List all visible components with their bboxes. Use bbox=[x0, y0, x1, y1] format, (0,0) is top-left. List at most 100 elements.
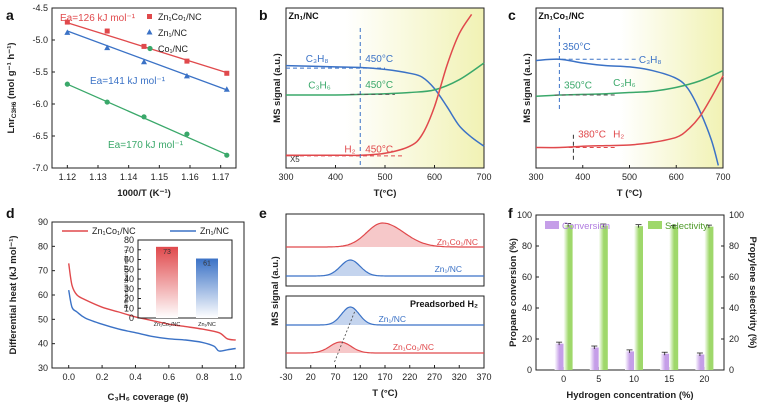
d-inset-ytick-label: 40 bbox=[124, 274, 134, 284]
a-ea-annotation: Ea=126 kJ mol⁻¹ bbox=[60, 13, 136, 24]
c-series-c3h6 bbox=[535, 70, 724, 98]
b-xtick-label: 300 bbox=[278, 172, 293, 182]
f-bar-conversion bbox=[625, 351, 634, 370]
e-xtick-label: 320 bbox=[452, 372, 467, 382]
b-series-c3h6 bbox=[285, 62, 485, 96]
f-bar-selectivity bbox=[563, 225, 573, 370]
b-x-axis-label: T(°C) bbox=[374, 188, 397, 199]
d-inset-ytick-label: 30 bbox=[124, 284, 134, 294]
d-y-axis-label: Differential heat (kJ mol⁻¹) bbox=[8, 235, 19, 354]
f-ytick-label: 20 bbox=[522, 334, 532, 344]
e-shift-guide bbox=[334, 309, 356, 363]
d-inset-ytick-label: 80 bbox=[124, 235, 134, 245]
d-inset-y-label: Differential heat (kJ mol⁻¹) bbox=[124, 249, 130, 308]
a-legend-label: Zn₁/NC bbox=[158, 28, 188, 38]
e-xtick-label: -30 bbox=[279, 372, 292, 382]
panel-label-f: f bbox=[508, 205, 513, 221]
c-label-temp: 380°C bbox=[578, 129, 606, 140]
b-label-c3h8: C₃H₈ bbox=[306, 54, 329, 65]
b-label-temp: 450°C bbox=[365, 54, 393, 65]
b-y-axis-label: MS signal (a.u.) bbox=[272, 53, 283, 123]
a-data-point bbox=[183, 72, 190, 79]
d-x-axis-label: C₃H₆ coverage (θ) bbox=[108, 392, 189, 403]
a-data-point bbox=[224, 152, 230, 158]
e-x-axis-label: T (°C) bbox=[372, 388, 397, 399]
panel-label-b: b bbox=[259, 7, 268, 23]
a-y-axis-label: LnrC3H6 (mol g⁻¹ h⁻¹) bbox=[6, 42, 18, 133]
a-xtick-label: 1.15 bbox=[151, 172, 169, 182]
d-ytick-label: 70 bbox=[38, 266, 48, 276]
panel-b-ms-zn1: 300 400 500 600 700 Zn₁/NC C₃H₈ 450°C C₃H₆ 450°C H… bbox=[272, 7, 492, 199]
f-right-ytick-label: 60 bbox=[729, 272, 739, 282]
a-xtick-label: 1.17 bbox=[212, 172, 230, 182]
panel-label-a: a bbox=[6, 7, 14, 23]
a-data-point bbox=[64, 19, 70, 25]
c-series-h2 bbox=[535, 75, 724, 149]
f-ytick-label: 60 bbox=[522, 272, 532, 282]
b-xtick-label: 700 bbox=[476, 172, 491, 182]
a-data-point bbox=[104, 28, 110, 34]
a-fit-line bbox=[67, 30, 228, 91]
a-xtick-label: 1.13 bbox=[89, 172, 107, 182]
f-bar-conversion bbox=[589, 347, 599, 370]
e-preadsorbed-label: Preadsorbed H₂ bbox=[410, 299, 478, 309]
a-data-point bbox=[104, 44, 111, 51]
c-series-c3h8 bbox=[535, 58, 720, 166]
f-bar-conversion bbox=[660, 353, 670, 370]
e-top-frame bbox=[285, 213, 485, 287]
d-inset-category: Zn₁/NC bbox=[198, 322, 216, 328]
a-legend-marker bbox=[146, 29, 153, 35]
d-ytick-label: 40 bbox=[38, 339, 48, 349]
panel-d-differential-heat: 0.0 0.2 0.4 0.6 0.8 1.030405060708090Zn₁Co₁/N… bbox=[8, 217, 245, 403]
e-peak-line bbox=[286, 341, 484, 354]
c-label-c3h8: C₃H₈ bbox=[639, 55, 662, 66]
e-series-label: Zn₁/NC bbox=[435, 264, 462, 274]
a-legend-marker bbox=[147, 45, 153, 52]
e-xtick-label: 270 bbox=[427, 372, 442, 382]
f-right-ytick-label: 40 bbox=[729, 303, 739, 313]
f-bar-selectivity bbox=[598, 225, 608, 370]
b-label-h2: H₂ bbox=[344, 145, 355, 156]
d-xtick-label: 0.4 bbox=[129, 372, 142, 382]
e-peak-area bbox=[286, 223, 484, 247]
f-x-axis-label: Hydrogen concentration (%) bbox=[566, 390, 693, 401]
f-xtick-label: 5 bbox=[596, 374, 601, 384]
c-label-c3h6: C₃H₆ bbox=[613, 78, 636, 89]
a-fit-line bbox=[67, 83, 228, 156]
a-xtick-label: 1.14 bbox=[120, 172, 138, 182]
a-legend-label: Zn₁Co₁/NC bbox=[158, 12, 202, 22]
a-fit-line bbox=[67, 22, 227, 74]
f-bar-selectivity bbox=[704, 226, 714, 370]
panel-c-ms-zn1co1: 300 400 500 600 700 Zn₁Co₁/NC 350°C C₃H₈ 350°C C₃… bbox=[522, 7, 731, 199]
b-xtick-label: 500 bbox=[377, 172, 392, 182]
f-bar-conversion bbox=[695, 354, 705, 370]
f-xtick-label: 20 bbox=[699, 374, 709, 384]
d-series-line bbox=[68, 263, 236, 341]
c-xtick-label: 400 bbox=[575, 172, 590, 182]
c-background bbox=[536, 8, 723, 168]
b-label-temp: 450°C bbox=[365, 145, 393, 156]
e-peak-line bbox=[286, 222, 484, 248]
c-xtick-label: 600 bbox=[669, 172, 684, 182]
a-ytick-label: -6.5 bbox=[32, 131, 48, 141]
f-legend-swatch bbox=[545, 221, 559, 229]
f-ytick-label: 40 bbox=[522, 303, 532, 313]
d-inset-bar-value: 73 bbox=[163, 249, 171, 256]
d-inset-bar bbox=[196, 258, 218, 318]
a-plot-frame bbox=[51, 7, 237, 169]
e-peak-area bbox=[286, 342, 484, 353]
d-legend-label: Zn₁/NC bbox=[200, 226, 230, 236]
a-ea-annotation: Ea=170 kJ mol⁻¹ bbox=[108, 140, 184, 151]
f-legend-label: Conversion bbox=[562, 221, 610, 232]
f-xtick-label: 15 bbox=[664, 374, 674, 384]
d-inset-ytick-label: 10 bbox=[124, 303, 134, 313]
a-xtick-label: 1.16 bbox=[181, 172, 199, 182]
e-xtick-label: 370 bbox=[476, 372, 491, 382]
c-label-temp: 350°C bbox=[564, 81, 592, 92]
a-data-point bbox=[141, 43, 147, 49]
f-ytick-label: 80 bbox=[522, 241, 532, 251]
f-bar-selectivity bbox=[634, 226, 643, 370]
e-series-label: Zn₁/NC bbox=[379, 314, 406, 324]
f-xtick-label: 0 bbox=[561, 374, 566, 384]
